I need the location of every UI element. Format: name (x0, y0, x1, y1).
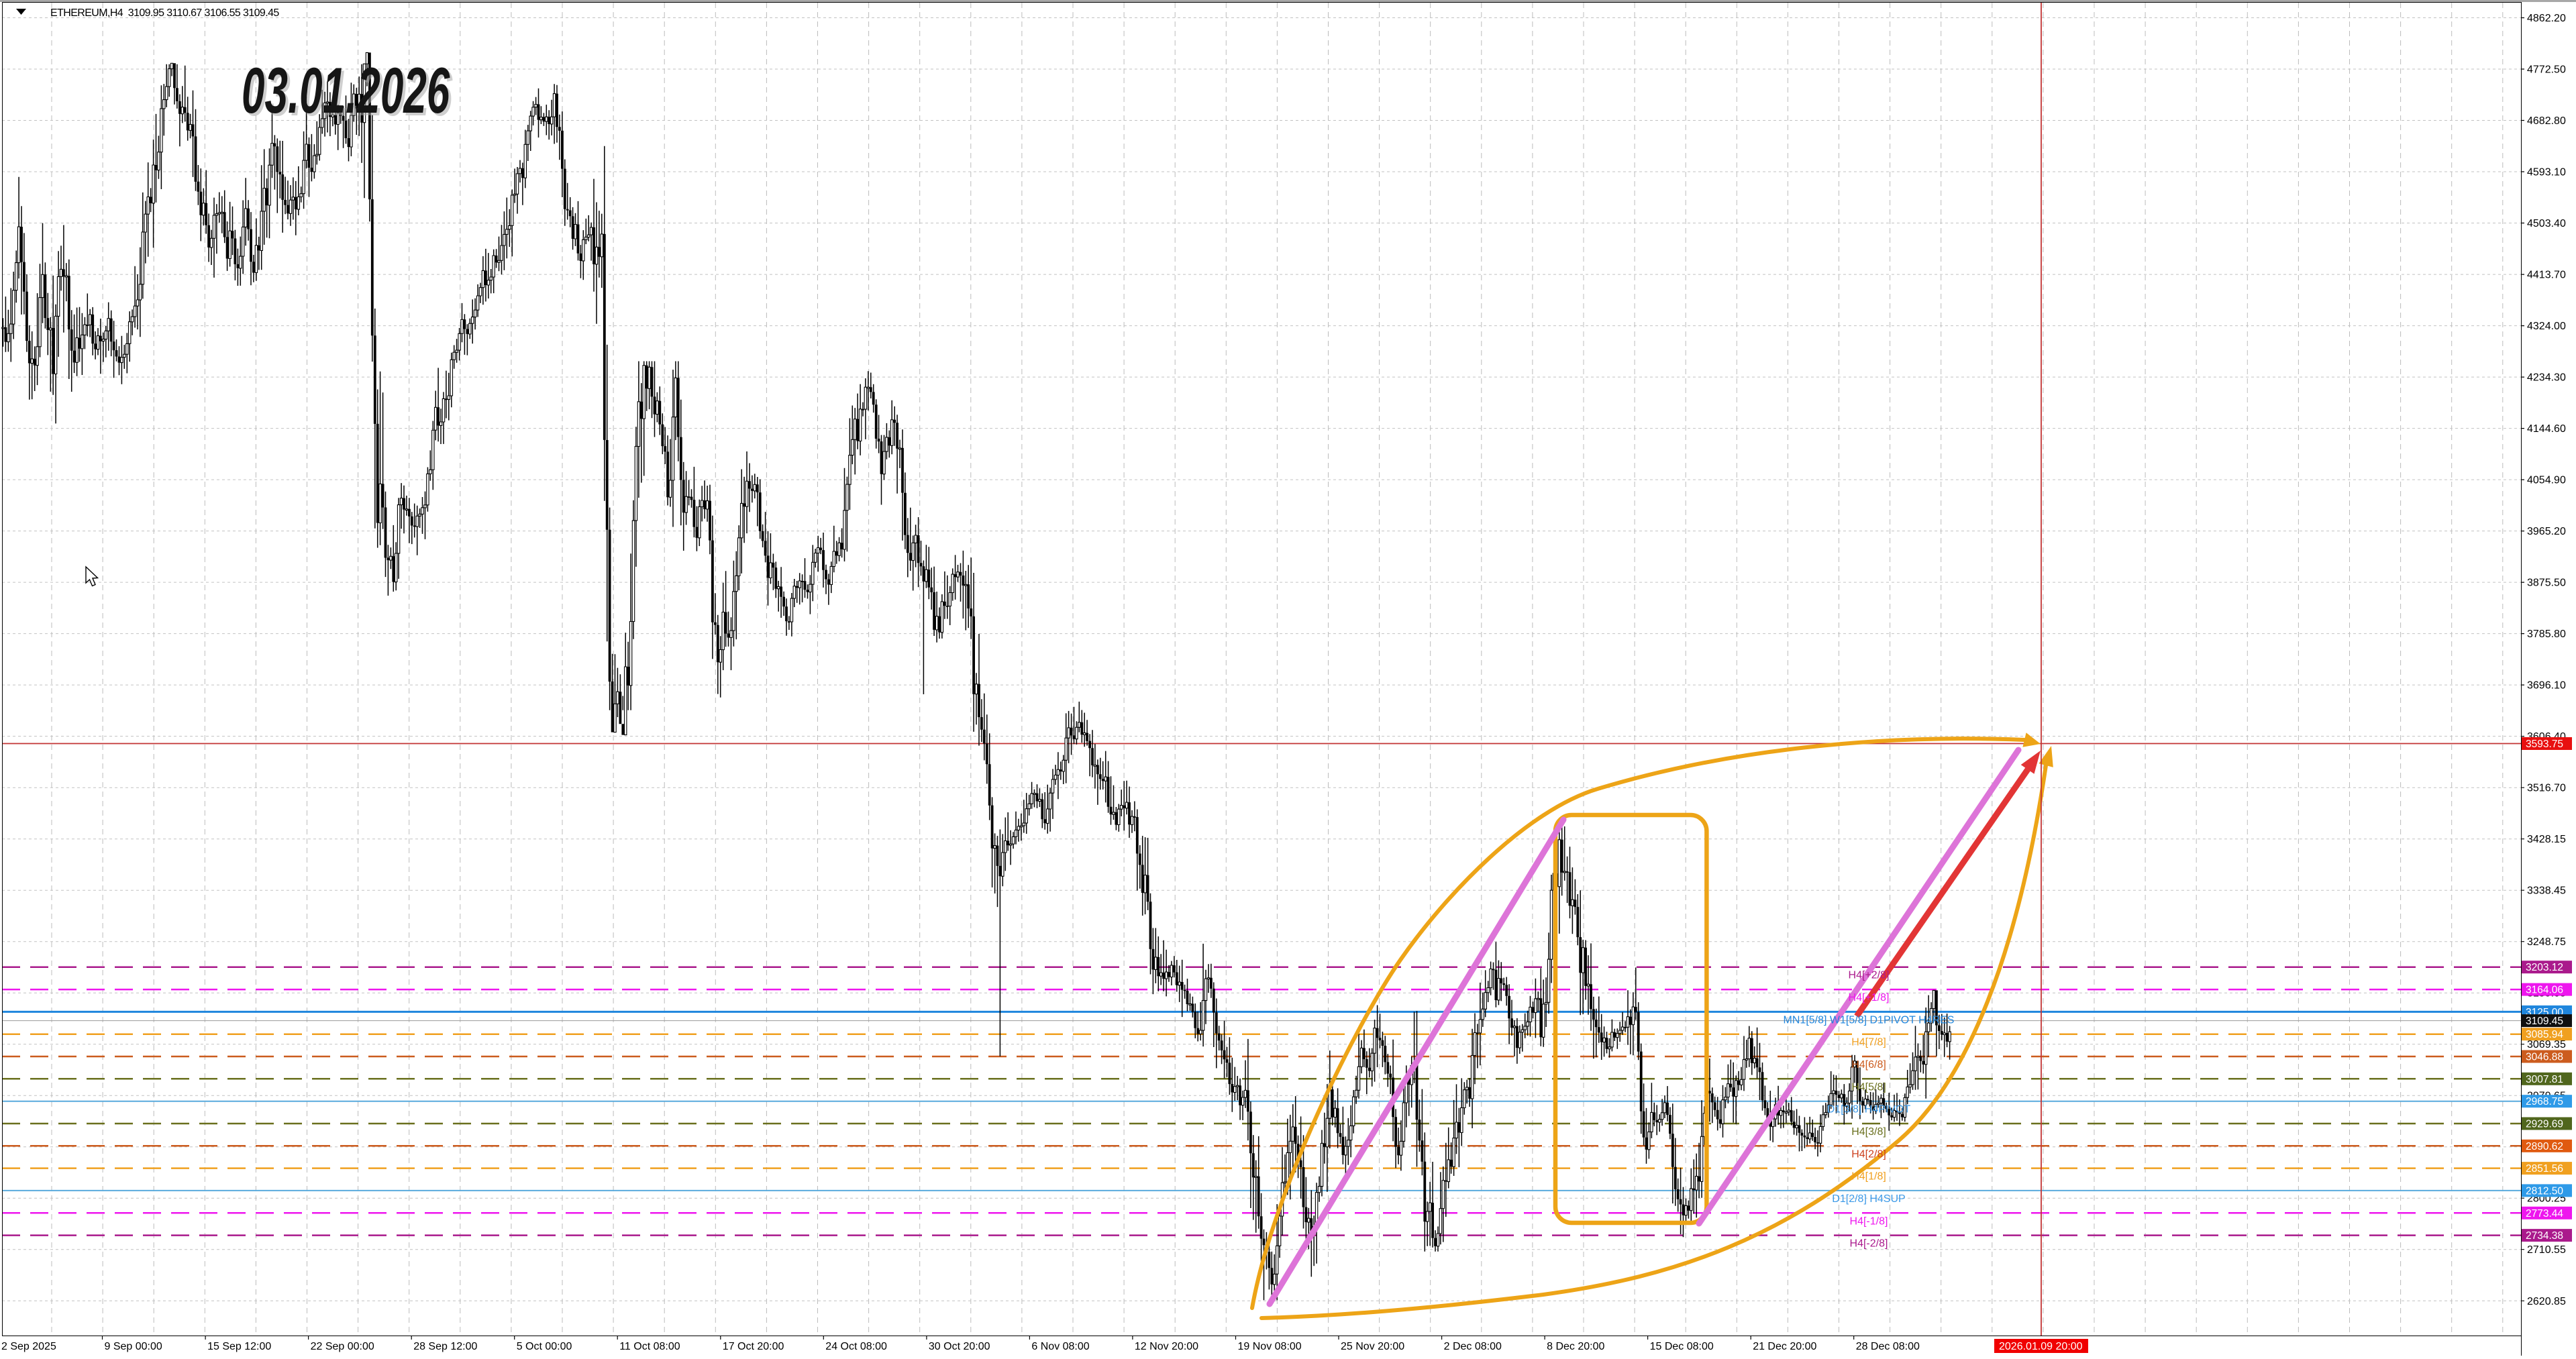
svg-text:D1[2/8] H4SUP: D1[2/8] H4SUP (1832, 1193, 1905, 1205)
svg-text:3203.12: 3203.12 (2526, 962, 2563, 973)
svg-text:2026.01.09 20:00: 2026.01.09 20:00 (1999, 1341, 2083, 1352)
svg-text:ETHEREUM,H4 3109.95 3110.67 3: ETHEREUM,H4 3109.95 3110.67 3106.55 3109… (50, 7, 279, 19)
svg-text:3785.80: 3785.80 (2527, 629, 2566, 640)
svg-text:5 Oct 00:00: 5 Oct 00:00 (517, 1341, 572, 1352)
svg-text:19 Nov 08:00: 19 Nov 08:00 (1238, 1341, 1302, 1352)
svg-text:D1[3/8] H4PIVOT: D1[3/8] H4PIVOT (1827, 1104, 1911, 1116)
svg-text:6 Nov 08:00: 6 Nov 08:00 (1031, 1341, 1089, 1352)
svg-text:9 Sep 00:00: 9 Sep 00:00 (105, 1341, 162, 1352)
svg-text:28 Sep 12:00: 28 Sep 12:00 (413, 1341, 477, 1352)
svg-text:24 Oct 08:00: 24 Oct 08:00 (825, 1341, 887, 1352)
svg-text:4054.90: 4054.90 (2527, 475, 2566, 486)
svg-text:8 Dec 20:00: 8 Dec 20:00 (1547, 1341, 1604, 1352)
svg-text:12 Nov 20:00: 12 Nov 20:00 (1135, 1341, 1198, 1352)
svg-text:3875.50: 3875.50 (2527, 578, 2566, 589)
svg-text:2968.75: 2968.75 (2526, 1096, 2563, 1107)
svg-text:25 Nov 20:00: 25 Nov 20:00 (1341, 1341, 1404, 1352)
svg-text:22 Sep 00:00: 22 Sep 00:00 (311, 1341, 374, 1352)
svg-text:3696.10: 3696.10 (2527, 680, 2566, 692)
svg-text:3965.20: 3965.20 (2527, 526, 2566, 537)
svg-text:2773.44: 2773.44 (2526, 1208, 2563, 1219)
svg-text:H4[+2/8]: H4[+2/8] (1849, 970, 1890, 981)
svg-text:H4[3/8]: H4[3/8] (1851, 1126, 1886, 1138)
svg-text:2710.55: 2710.55 (2527, 1244, 2566, 1256)
svg-text:4772.50: 4772.50 (2527, 64, 2566, 76)
svg-text:2851.56: 2851.56 (2526, 1163, 2563, 1175)
svg-text:H4[7/8]: H4[7/8] (1851, 1037, 1886, 1048)
svg-text:17 Oct 20:00: 17 Oct 20:00 (723, 1341, 784, 1352)
svg-text:3338.45: 3338.45 (2527, 885, 2566, 897)
svg-text:3248.75: 3248.75 (2527, 936, 2566, 948)
svg-text:4503.40: 4503.40 (2527, 218, 2566, 229)
svg-text:03.01.2026: 03.01.2026 (244, 58, 453, 129)
svg-text:2734.38: 2734.38 (2526, 1230, 2563, 1242)
svg-text:15 Sep 12:00: 15 Sep 12:00 (207, 1341, 271, 1352)
svg-text:H4[-1/8]: H4[-1/8] (1850, 1215, 1888, 1227)
svg-text:11 Oct 08:00: 11 Oct 08:00 (619, 1341, 680, 1352)
svg-text:03.01.2026: 03.01.2026 (242, 55, 450, 127)
svg-text:28 Dec 08:00: 28 Dec 08:00 (1856, 1341, 1920, 1352)
svg-text:4593.10: 4593.10 (2527, 167, 2566, 178)
svg-text:2929.69: 2929.69 (2526, 1119, 2563, 1130)
svg-text:4413.70: 4413.70 (2527, 270, 2566, 281)
svg-text:3593.75: 3593.75 (2526, 739, 2563, 750)
svg-text:4324.00: 4324.00 (2527, 321, 2566, 332)
svg-text:3428.15: 3428.15 (2527, 834, 2566, 845)
svg-text:2 Sep 2025: 2 Sep 2025 (1, 1341, 56, 1352)
svg-text:2890.62: 2890.62 (2526, 1141, 2563, 1152)
svg-text:21 Dec 20:00: 21 Dec 20:00 (1753, 1341, 1816, 1352)
svg-text:H4[-2/8]: H4[-2/8] (1850, 1238, 1888, 1250)
svg-text:2 Dec 08:00: 2 Dec 08:00 (1444, 1341, 1502, 1352)
svg-text:H4[+1/8]: H4[+1/8] (1849, 992, 1890, 1003)
svg-text:4144.60: 4144.60 (2527, 423, 2566, 435)
svg-text:3516.70: 3516.70 (2527, 783, 2566, 794)
svg-text:3069.35: 3069.35 (2527, 1039, 2566, 1050)
svg-text:3007.81: 3007.81 (2526, 1074, 2563, 1085)
svg-text:H4[1/8]: H4[1/8] (1851, 1171, 1886, 1183)
svg-text:15 Dec 08:00: 15 Dec 08:00 (1650, 1341, 1714, 1352)
svg-text:3109.45: 3109.45 (2526, 1016, 2563, 1027)
svg-text:H4[2/8]: H4[2/8] (1851, 1148, 1886, 1160)
svg-text:4682.80: 4682.80 (2527, 115, 2566, 127)
svg-text:30 Oct 20:00: 30 Oct 20:00 (929, 1341, 990, 1352)
svg-text:4862.20: 4862.20 (2527, 13, 2566, 24)
svg-text:2812.50: 2812.50 (2526, 1185, 2563, 1197)
svg-text:2620.85: 2620.85 (2527, 1296, 2566, 1307)
svg-text:H4[6/8]: H4[6/8] (1851, 1059, 1886, 1071)
svg-text:3164.06: 3164.06 (2526, 985, 2563, 996)
svg-text:MN1[5/8] W1[5/8] D1PIVOT H4RES: MN1[5/8] W1[5/8] D1PIVOT H4RES (1784, 1014, 1955, 1026)
svg-text:H4[5/8]: H4[5/8] (1851, 1081, 1886, 1093)
svg-text:3046.88: 3046.88 (2526, 1052, 2563, 1063)
svg-text:3085.94: 3085.94 (2526, 1029, 2563, 1040)
svg-text:4234.30: 4234.30 (2527, 372, 2566, 384)
